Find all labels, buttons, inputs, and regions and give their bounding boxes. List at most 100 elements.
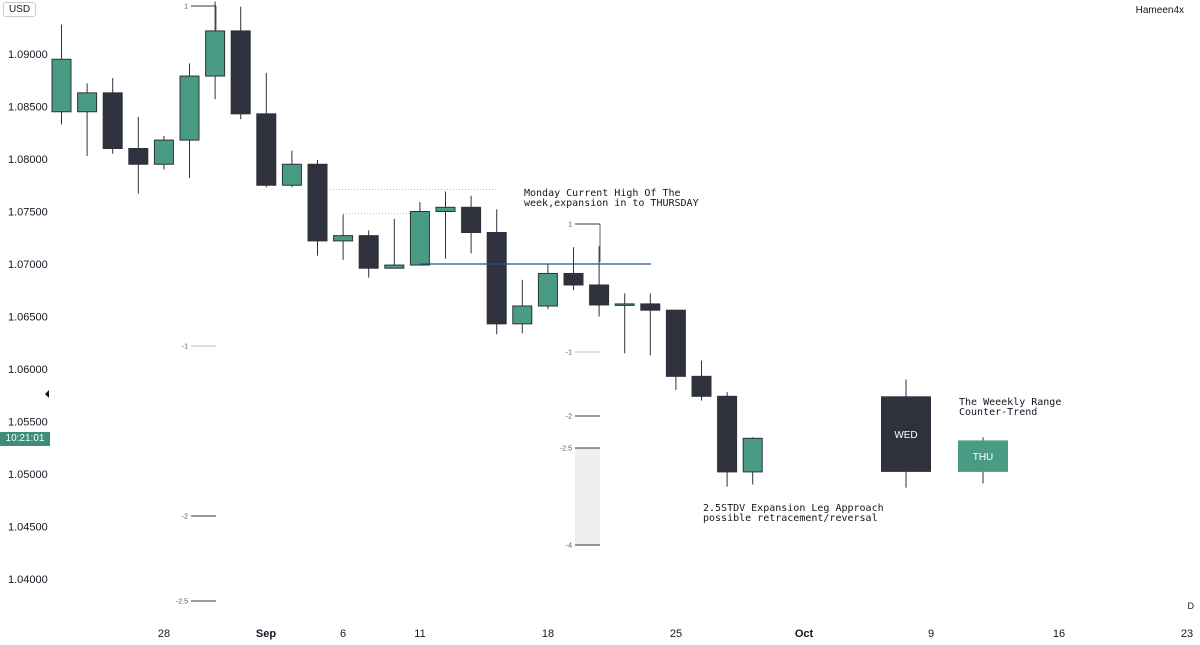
candle[interactable] [333, 214, 354, 260]
author-label: Hameen4x [1135, 5, 1184, 16]
candle[interactable] [537, 264, 558, 310]
x-tick-label: 11 [414, 628, 425, 640]
candle[interactable] [51, 24, 72, 125]
candle-body [435, 206, 456, 213]
candle[interactable] [665, 309, 686, 390]
candle[interactable] [128, 117, 149, 194]
fib-level-label: 1 [568, 222, 572, 229]
candle-body [717, 395, 738, 473]
y-tick-label: 1.08500 [8, 102, 48, 114]
candle-body [461, 206, 482, 234]
y-tick-label: 1.07000 [8, 259, 48, 271]
candle-body [537, 272, 558, 307]
candle[interactable] [717, 392, 738, 487]
candle-body [742, 437, 763, 473]
annotation-line: week,expansion in to THURSDAY [524, 198, 699, 209]
annotation-line: Counter-Trend [959, 407, 1037, 418]
y-tick-label: 1.06500 [8, 312, 48, 324]
annotation-line: The Weeekly Range [959, 397, 1061, 408]
annotation-line: 2.5STDV Expansion Leg Approach [703, 503, 884, 514]
candle-body [51, 58, 72, 113]
fib-level-label: -1 [182, 344, 188, 351]
currency-label[interactable]: USD [3, 2, 37, 17]
x-tick-label: 6 [340, 628, 346, 640]
candle[interactable] [102, 78, 123, 154]
x-tick-label: 25 [670, 628, 682, 640]
y-tick-label: 1.07500 [8, 207, 48, 219]
y-tick-label: 1.08000 [8, 154, 48, 166]
candle-body [691, 375, 712, 397]
candle[interactable] [205, 1, 226, 100]
candle-body [230, 30, 251, 115]
candle-body [77, 92, 98, 113]
candle-body [409, 211, 430, 266]
candle[interactable] [563, 247, 584, 291]
annotation-line: possible retracement/reversal [703, 513, 878, 524]
candle-body [563, 272, 584, 286]
candle[interactable] [153, 135, 174, 170]
time-badge: 10:21:01 [0, 432, 50, 446]
x-tick-label: 23 [1181, 628, 1193, 640]
candle[interactable] [640, 293, 661, 356]
range-candle-label: WED [894, 430, 917, 441]
candle-body [640, 303, 661, 311]
candle-body [333, 235, 354, 242]
y-tick-label: 1.04500 [8, 522, 48, 534]
candle-body [486, 232, 507, 325]
candle[interactable] [435, 191, 456, 259]
candle-body [205, 30, 226, 77]
candle-body [384, 264, 405, 269]
x-tick-label: 18 [542, 628, 554, 640]
fib-level-label: -2 [182, 514, 188, 521]
annotation-line: Monday Current High Of The [524, 188, 681, 199]
candle[interactable] [614, 293, 635, 354]
std-dev-zone [575, 448, 600, 545]
fib-level-label: -1 [566, 350, 572, 357]
x-tick-label: 28 [158, 628, 170, 640]
candle-body [589, 284, 610, 306]
chart-annotation[interactable]: Monday Current High Of Theweek,expansion… [524, 188, 699, 209]
y-tick-label: 1.05000 [8, 469, 48, 481]
candle[interactable] [384, 218, 405, 269]
range-candle[interactable]: WED [881, 379, 931, 488]
candle-body [102, 92, 123, 149]
fib-level-label: -2.5 [176, 599, 188, 606]
candle[interactable] [179, 63, 200, 178]
candle-body [128, 148, 149, 165]
candle-body [256, 113, 277, 186]
candle[interactable] [512, 279, 533, 334]
candle-body [153, 139, 174, 165]
candle[interactable] [486, 209, 507, 335]
candle[interactable] [281, 150, 302, 188]
fib-level-label: -2 [566, 414, 572, 421]
candle-body [281, 163, 302, 186]
fib-level-label: -4 [566, 543, 572, 550]
range-candle-body [881, 396, 931, 472]
candle[interactable] [461, 195, 482, 254]
candle-body [358, 235, 379, 269]
candle-body [512, 305, 533, 325]
price-marker-icon [45, 390, 49, 398]
candle[interactable] [589, 246, 610, 317]
candle[interactable] [409, 202, 430, 266]
candle-body [179, 75, 200, 141]
candle[interactable] [742, 437, 763, 485]
range-candle-label: THU [973, 452, 994, 463]
x-tick-label: 9 [928, 628, 934, 640]
y-tick-label: 1.04000 [8, 574, 48, 586]
candle[interactable] [307, 160, 328, 256]
candle[interactable] [691, 360, 712, 401]
candle[interactable] [256, 72, 277, 188]
candle[interactable] [230, 6, 251, 120]
fib-level-label: 1 [184, 4, 188, 11]
fib-level-label: -2.5 [560, 446, 572, 453]
x-tick-label: Oct [795, 628, 814, 640]
candle[interactable] [358, 230, 379, 278]
range-candle[interactable]: THU [958, 437, 1008, 484]
y-tick-label: 1.09000 [8, 49, 48, 61]
candle-body [665, 309, 686, 377]
candle[interactable] [77, 83, 98, 156]
